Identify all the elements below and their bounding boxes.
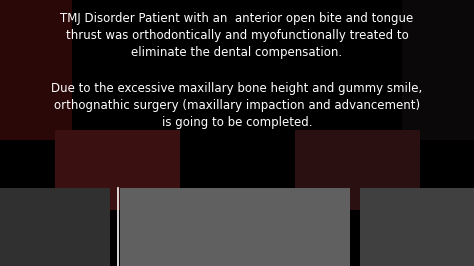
Bar <box>360 188 474 266</box>
Text: TMJ Disorder Patient with an  anterior open bite and tongue
thrust was orthodont: TMJ Disorder Patient with an anterior op… <box>60 12 414 59</box>
Text: Due to the excessive maxillary bone height and gummy smile,
orthognathic surgery: Due to the excessive maxillary bone heig… <box>51 82 423 129</box>
Bar <box>0 188 110 266</box>
Bar <box>402 0 474 140</box>
Bar <box>55 130 180 210</box>
Bar <box>295 130 420 210</box>
Bar <box>0 0 72 140</box>
Bar <box>120 188 350 266</box>
